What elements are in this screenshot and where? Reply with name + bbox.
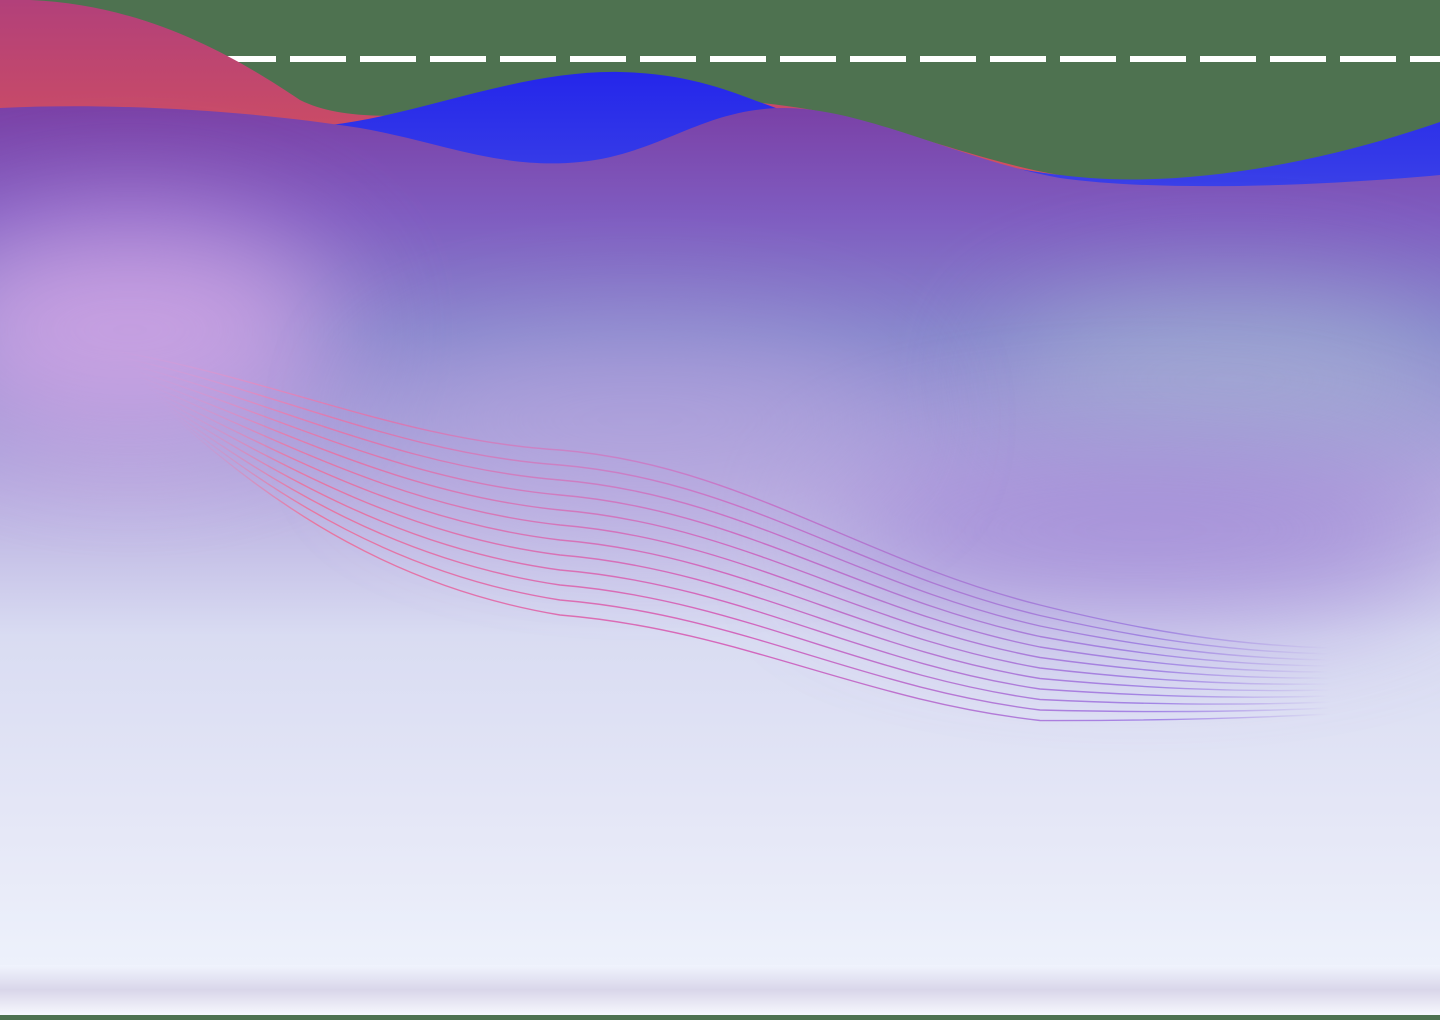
stripe-line	[139, 380, 1331, 679]
stripe-line	[145, 386, 1331, 685]
stripe-line	[133, 374, 1331, 673]
stripe-line	[157, 399, 1331, 698]
stripe-line	[127, 368, 1331, 667]
bottom-edge-strip	[0, 1015, 1440, 1020]
stripe-line	[151, 393, 1331, 692]
stripe-line	[175, 418, 1331, 722]
stripe-line	[169, 411, 1331, 713]
flowing-stripe-lines	[109, 349, 1331, 722]
main-gradient-wave	[0, 106, 1440, 1020]
stripe-line	[163, 405, 1331, 705]
floor-band	[0, 965, 1440, 1015]
